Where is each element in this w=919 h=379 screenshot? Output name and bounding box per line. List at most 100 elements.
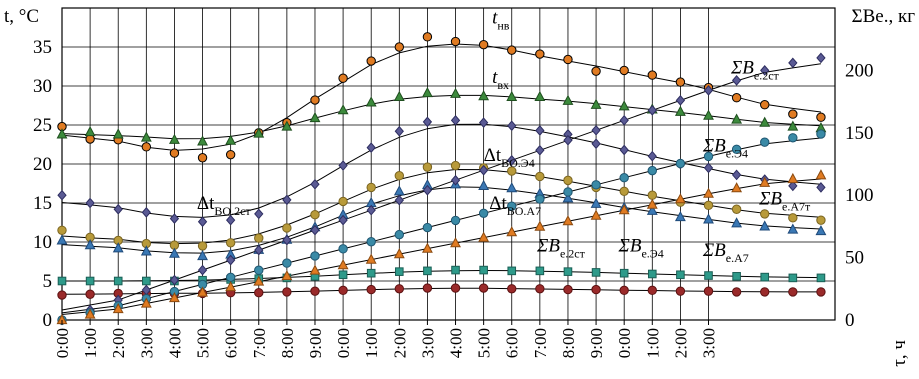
point-cum_2st: [675, 94, 686, 106]
point-cum_a7: [225, 280, 237, 292]
point-t_nv: [478, 39, 489, 50]
point-cum_a7: [84, 308, 96, 319]
point-t_vh: [169, 133, 180, 144]
point-cum_e4: [563, 187, 573, 197]
point-t_vh: [56, 128, 68, 139]
point-t_nv: [591, 66, 601, 76]
point-cum_e4: [225, 272, 236, 283]
left-tick-label: 20: [33, 154, 52, 175]
point-dt_vo2st: [113, 203, 123, 215]
point-cum_2st: [647, 104, 657, 116]
point-dt_voa7: [562, 192, 574, 203]
trend-lines: [61, 43, 821, 315]
point-cum_2st: [703, 85, 714, 96]
x-tick-label: 2:00: [671, 328, 690, 358]
point-dt_vo2st: [788, 180, 798, 192]
point-dt_voe4: [563, 175, 573, 186]
point-t_nv: [450, 36, 461, 47]
point-t_nv: [225, 149, 236, 160]
x-tick-label: 5:00: [194, 328, 213, 358]
point-B_2st_left: [423, 266, 432, 276]
x-tick-label: 3:00: [418, 328, 437, 358]
x-tick-label: 4:00: [165, 328, 184, 358]
point-cum_a7: [197, 286, 208, 297]
point-t_vh: [618, 100, 630, 111]
trend-line-cum_e4: [61, 137, 821, 314]
point-cum_a7: [337, 259, 349, 270]
x-tick-label: 0:00: [334, 328, 353, 358]
point-t_vh: [112, 128, 124, 139]
point-t_nv: [141, 142, 152, 152]
point-B_e4_left: [57, 290, 67, 300]
point-cum_a7: [731, 182, 743, 193]
point-B_2st_left: [788, 273, 798, 283]
point-dt_vo2st: [254, 208, 264, 220]
point-dt_vo2st: [478, 117, 489, 129]
point-dt_voe4: [788, 213, 798, 223]
point-B_e4_left: [85, 289, 95, 299]
x-tick-label: 4:00: [447, 328, 466, 358]
point-cum_a7: [506, 226, 518, 237]
point-dt_voe4: [422, 162, 433, 172]
point-cum_a7: [309, 264, 321, 275]
x-tick-label: 6:00: [222, 328, 241, 358]
left-tick-label: 10: [33, 232, 52, 253]
point-dt_vo2st: [169, 213, 180, 224]
point-B_2st_left: [760, 272, 770, 282]
point-t_nv: [535, 49, 545, 59]
right-tick-label: 150: [845, 123, 874, 144]
x-tick-label: 7:00: [531, 328, 550, 358]
right-tick-label: 0: [845, 310, 855, 331]
point-B_2st_left: [591, 268, 601, 277]
point-B_e4_left: [422, 283, 433, 293]
point-B_2st_left: [113, 276, 123, 286]
point-dt_vo2st: [225, 214, 236, 226]
trend-line-B_2st_left: [62, 269, 821, 282]
x-tick-label: 1:00: [643, 328, 662, 358]
point-cum_2st: [422, 184, 433, 196]
point-B_2st_left: [732, 272, 741, 281]
point-B_e4_left: [731, 287, 742, 297]
x-tick-label: 0:00: [53, 328, 72, 358]
point-dt_voa7: [84, 239, 96, 250]
point-B_2st_left: [395, 267, 404, 276]
point-B_e4_left: [760, 287, 770, 297]
point-cum_2st: [282, 234, 292, 246]
trend-line-dt_vo2st: [61, 123, 821, 218]
point-t_vh: [759, 116, 771, 127]
point-cum_a7: [365, 253, 377, 264]
point-t_nv: [197, 153, 208, 163]
point-dt_voe4: [310, 210, 320, 220]
point-cum_2st: [254, 244, 264, 256]
point-cum_e4: [675, 158, 686, 169]
point-B_2st_left: [676, 270, 685, 280]
point-dt_vo2st: [57, 189, 67, 201]
left-tick-label: 0: [43, 310, 53, 331]
point-cum_2st: [310, 224, 320, 236]
x-tick-label: 0:00: [615, 328, 634, 358]
point-cum_e4: [338, 244, 348, 254]
point-B_2st_left: [142, 276, 151, 286]
annotation-ann_Ba7_low: ΣBe.А7: [702, 240, 749, 265]
point-cum_a7: [112, 302, 124, 314]
annotation-ann_B2st_low: ΣBe.2ст: [536, 235, 586, 260]
point-dt_vo2st: [282, 194, 292, 206]
point-t_nv: [760, 100, 770, 110]
point-t_vh: [506, 90, 518, 102]
point-B_e4_left: [591, 284, 601, 295]
point-cum_e4: [254, 265, 264, 275]
left-axis-label: t, °C: [4, 6, 39, 27]
point-t_nv: [169, 148, 180, 158]
point-B_e4_left: [366, 284, 376, 295]
point-B_e4_left: [703, 286, 714, 296]
point-dt_vo2st: [422, 116, 433, 128]
point-t_nv: [788, 109, 798, 119]
point-cum_e4: [788, 133, 798, 143]
point-t_nv: [816, 112, 826, 122]
point-B_e4_left: [394, 284, 405, 294]
point-t_vh: [590, 98, 602, 109]
point-dt_voe4: [760, 209, 770, 219]
point-cum_a7: [478, 231, 490, 242]
point-cum_a7: [787, 172, 799, 184]
point-dt_vo2st: [816, 182, 826, 193]
